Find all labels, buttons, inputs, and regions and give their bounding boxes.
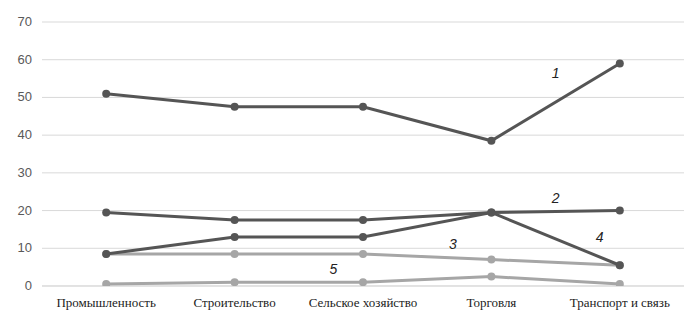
series-marker bbox=[359, 278, 367, 286]
series-marker bbox=[616, 207, 624, 215]
series-marker bbox=[487, 256, 495, 264]
y-tick-label: 20 bbox=[18, 203, 32, 218]
series-marker bbox=[487, 208, 495, 216]
y-tick-label: 0 bbox=[25, 278, 32, 293]
x-tick-label: Промышленность bbox=[56, 295, 156, 310]
series-marker bbox=[359, 233, 367, 241]
y-tick-label: 70 bbox=[18, 14, 32, 29]
series-label: 1 bbox=[552, 65, 560, 81]
series-marker bbox=[231, 250, 239, 258]
series-marker bbox=[616, 261, 624, 269]
plot-area bbox=[102, 59, 624, 286]
y-tick-label: 40 bbox=[18, 127, 32, 142]
series-label: 4 bbox=[596, 229, 604, 245]
series-marker bbox=[616, 261, 624, 269]
series-marker bbox=[359, 250, 367, 258]
series-marker bbox=[231, 216, 239, 224]
series-marker bbox=[102, 250, 110, 258]
chart: 0 10 20 30 40 50 60 70 Промышленность Строительст… bbox=[0, 0, 694, 336]
series-label: 5 bbox=[330, 261, 338, 277]
series-marker bbox=[102, 280, 110, 286]
series-label: 3 bbox=[449, 236, 457, 252]
grid-line bbox=[42, 172, 684, 173]
series-marker bbox=[487, 273, 495, 281]
y-tick-label: 30 bbox=[18, 165, 32, 180]
x-tick-label: Торговля bbox=[466, 295, 516, 310]
series-label: 2 bbox=[551, 190, 560, 206]
series-marker bbox=[231, 233, 239, 241]
series-marker bbox=[487, 137, 495, 145]
series-marker bbox=[102, 250, 110, 258]
series-line bbox=[106, 212, 620, 265]
x-tick-label: Транспорт и связь bbox=[570, 295, 670, 310]
series-marker bbox=[231, 103, 239, 111]
series-marker bbox=[102, 208, 110, 216]
y-tick-label: 10 bbox=[18, 240, 32, 255]
y-tick-label: 60 bbox=[18, 52, 32, 67]
grid-line bbox=[42, 59, 684, 60]
series-marker bbox=[487, 208, 495, 216]
series-marker bbox=[616, 59, 624, 67]
grid-line bbox=[42, 22, 684, 23]
series-marker bbox=[231, 278, 239, 286]
series-marker bbox=[616, 280, 624, 286]
series-line bbox=[106, 63, 620, 140]
series-marker bbox=[359, 216, 367, 224]
series-marker bbox=[102, 90, 110, 98]
x-tick-label: Сельское хозяйство bbox=[309, 295, 418, 310]
y-tick-label: 50 bbox=[18, 89, 32, 104]
series-marker bbox=[359, 103, 367, 111]
x-tick-label: Строительство bbox=[194, 295, 276, 310]
grid-line bbox=[42, 135, 684, 136]
